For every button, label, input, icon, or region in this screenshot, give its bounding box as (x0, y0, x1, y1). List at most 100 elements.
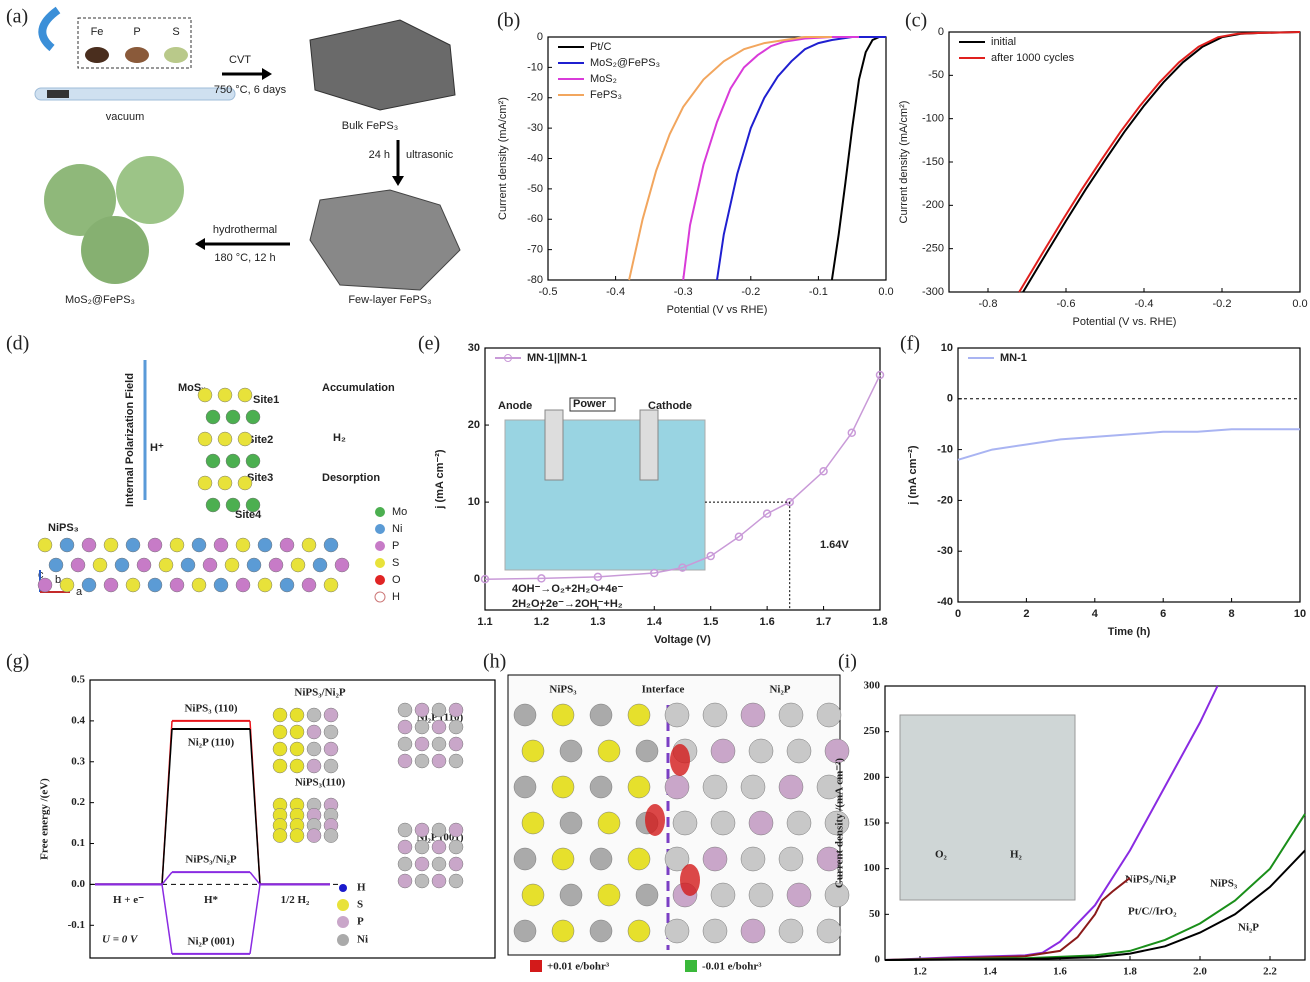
arrowhead (195, 238, 205, 250)
atom (559, 739, 583, 763)
x-tick-label: -0.4 (1135, 298, 1154, 310)
series-line (1018, 31, 1301, 293)
atom (301, 577, 317, 593)
atom (664, 774, 690, 800)
x-tick-label: -0.4 (606, 286, 625, 298)
atom (414, 736, 430, 752)
label: CVT (229, 54, 251, 66)
level-label: NiPS₃ (110) (184, 702, 237, 714)
atom (702, 774, 728, 800)
atom (169, 577, 185, 593)
panel-label: (i) (838, 651, 857, 673)
legend-text: Ni (392, 523, 402, 535)
label: Site2 (247, 434, 273, 446)
atom (414, 856, 430, 872)
label: Fe (91, 26, 104, 38)
atom (103, 537, 119, 553)
legend-text: Pt/C (590, 41, 611, 53)
atom (323, 828, 339, 843)
label: +0.01 e/bohr³ (547, 961, 610, 973)
atom (431, 839, 447, 855)
legend-text: MN-1 (1000, 352, 1027, 364)
legend-text: Mo (392, 506, 407, 518)
atom (197, 387, 213, 403)
atom (289, 707, 305, 723)
atom (448, 702, 464, 718)
atom (778, 774, 804, 800)
atom (397, 719, 413, 735)
x-tick-label: -0.1 (809, 286, 828, 298)
atom (627, 919, 651, 943)
label: H⁺ (150, 442, 164, 454)
atom (740, 702, 766, 728)
y-tick-label: 50 (869, 908, 881, 920)
power (569, 397, 616, 412)
label: 750 °C, 6 days (214, 84, 287, 96)
x-tick-label: 1.4 (983, 966, 997, 978)
x-tick-label: -0.2 (741, 286, 760, 298)
cluster (44, 164, 116, 236)
x-tick-label: 0.0 (1292, 298, 1307, 310)
curve-label: NiPS₃ (1210, 878, 1238, 890)
atom (431, 753, 447, 769)
atom (559, 883, 583, 907)
atom (245, 409, 261, 425)
atom (521, 883, 545, 907)
annotation: 1.64V (820, 539, 849, 551)
plot-frame (484, 347, 881, 611)
legend-dot (337, 934, 349, 946)
precursor-box (77, 17, 192, 69)
x-tick-label: 1.3 (590, 616, 605, 628)
atom (414, 702, 430, 718)
x-tick-label: 1.8 (1123, 966, 1137, 978)
x-tick-label: 0.0 (878, 286, 893, 298)
arrowhead (262, 68, 272, 80)
atom (816, 774, 842, 800)
atom (635, 883, 659, 907)
atom (197, 475, 213, 491)
x-tick-label: -0.5 (539, 286, 558, 298)
plot-frame (957, 347, 1301, 603)
atom (414, 719, 430, 735)
panel-label: (d) (6, 333, 29, 355)
label: Site1 (253, 394, 279, 406)
atom (431, 822, 447, 838)
atom (702, 918, 728, 944)
atom (147, 537, 163, 553)
x-tick-label: 1.4 (647, 616, 663, 628)
atom (180, 557, 196, 573)
legend-dot (375, 558, 385, 568)
data-point (678, 563, 687, 572)
x-axis-label: Voltage (V) (654, 634, 711, 646)
y-tick-label: 0 (474, 573, 480, 585)
atom (448, 753, 464, 769)
atom (740, 774, 766, 800)
y-tick-label: 0 (947, 393, 953, 405)
atom (702, 702, 728, 728)
legend-text: MN-1||MN-1 (527, 352, 587, 364)
legend-dot (375, 541, 385, 551)
y-tick-label: 250 (864, 725, 881, 737)
atom (513, 919, 537, 943)
y-tick-label: -20 (937, 494, 953, 506)
x-tick-label: 1.2 (534, 616, 549, 628)
atom (136, 557, 152, 573)
legend-dot (337, 899, 349, 911)
y-tick-label: -200 (922, 199, 944, 211)
panel-label: (g) (6, 651, 29, 673)
panel-label: (h) (483, 651, 506, 673)
atom (397, 702, 413, 718)
label: Internal Polarization Field (124, 373, 136, 507)
atom (740, 846, 766, 872)
atom (397, 839, 413, 855)
atom (627, 847, 651, 871)
atom (59, 537, 75, 553)
atom (37, 577, 53, 593)
category-label: 1/2 H₂ (281, 894, 310, 906)
panel-label: (f) (900, 333, 920, 355)
atom (225, 497, 241, 513)
x-axis-label: Potential (V vs RHE) (667, 304, 768, 316)
atom (213, 577, 229, 593)
x-tick-label: -0.2 (1213, 298, 1232, 310)
label: Ni₂P (769, 684, 790, 696)
